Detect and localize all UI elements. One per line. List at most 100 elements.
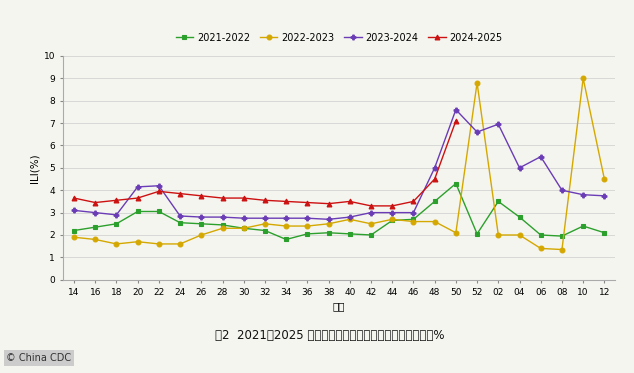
2021-2022	[389, 218, 396, 223]
2021-2022	[452, 181, 460, 186]
2022-2023	[495, 233, 502, 237]
2022-2023	[515, 233, 523, 237]
2022-2023	[304, 224, 311, 228]
2022-2023	[325, 222, 332, 226]
2021-2022	[367, 233, 375, 237]
2022-2023	[176, 242, 184, 246]
2022-2023	[155, 242, 163, 246]
2021-2022	[219, 223, 226, 227]
2024-2025	[325, 201, 332, 206]
2023-2024	[198, 215, 205, 219]
2024-2025	[70, 196, 78, 200]
Y-axis label: ILI(%): ILI(%)	[29, 153, 39, 183]
2022-2023	[219, 226, 226, 231]
Line: 2021-2022: 2021-2022	[72, 181, 607, 242]
2023-2024	[537, 154, 545, 159]
2024-2025	[431, 177, 439, 181]
2022-2023	[431, 219, 439, 224]
2024-2025	[410, 199, 417, 204]
2023-2024	[389, 210, 396, 215]
X-axis label: 周次: 周次	[333, 301, 346, 311]
2023-2024	[600, 194, 608, 198]
2023-2024	[579, 192, 587, 197]
2023-2024	[431, 166, 439, 170]
2023-2024	[558, 188, 566, 192]
2023-2024	[495, 122, 502, 126]
Line: 2022-2023: 2022-2023	[72, 76, 607, 252]
2023-2024	[261, 216, 269, 220]
2024-2025	[113, 198, 120, 203]
2024-2025	[240, 196, 247, 200]
2021-2022	[240, 226, 247, 231]
2023-2024	[367, 210, 375, 215]
2021-2022	[473, 232, 481, 236]
2021-2022	[176, 220, 184, 225]
2021-2022	[91, 225, 99, 229]
Text: © China CDC: © China CDC	[6, 353, 72, 363]
2022-2023	[113, 242, 120, 246]
2022-2023	[134, 239, 141, 244]
2022-2023	[410, 219, 417, 224]
2022-2023	[261, 222, 269, 226]
2021-2022	[431, 199, 439, 204]
2021-2022	[410, 217, 417, 222]
2023-2024	[240, 216, 247, 220]
2022-2023	[198, 233, 205, 237]
2022-2023	[389, 217, 396, 222]
2023-2024	[282, 216, 290, 220]
2024-2025	[261, 198, 269, 203]
2024-2025	[304, 200, 311, 205]
2024-2025	[346, 199, 354, 204]
2024-2025	[452, 119, 460, 123]
2021-2022	[558, 234, 566, 238]
2023-2024	[91, 210, 99, 215]
2021-2022	[113, 222, 120, 226]
2023-2024	[134, 185, 141, 189]
Line: 2024-2025: 2024-2025	[72, 118, 458, 209]
2023-2024	[410, 210, 417, 215]
2021-2022	[155, 209, 163, 214]
2024-2025	[389, 204, 396, 208]
2023-2024	[325, 217, 332, 222]
2024-2025	[91, 200, 99, 205]
2021-2022	[134, 209, 141, 214]
2021-2022	[515, 215, 523, 219]
2023-2024	[176, 214, 184, 218]
Line: 2023-2024: 2023-2024	[72, 107, 607, 222]
2021-2022	[70, 228, 78, 233]
2023-2024	[515, 166, 523, 170]
2023-2024	[155, 184, 163, 188]
2021-2022	[600, 231, 608, 235]
2023-2024	[473, 130, 481, 134]
2023-2024	[219, 215, 226, 219]
2023-2024	[113, 213, 120, 217]
2021-2022	[495, 199, 502, 204]
2022-2023	[346, 217, 354, 222]
2023-2024	[70, 208, 78, 213]
2021-2022	[579, 224, 587, 228]
Text: 图2  2021－2025 年度北方省份哨点医院报告的流感样病例%: 图2 2021－2025 年度北方省份哨点医院报告的流感样病例%	[215, 329, 444, 342]
2022-2023	[70, 235, 78, 239]
2024-2025	[176, 191, 184, 196]
2021-2022	[304, 232, 311, 236]
2022-2023	[537, 246, 545, 251]
2024-2025	[367, 204, 375, 208]
Legend: 2021-2022, 2022-2023, 2023-2024, 2024-2025: 2021-2022, 2022-2023, 2023-2024, 2024-20…	[172, 29, 507, 47]
2021-2022	[198, 222, 205, 226]
2022-2023	[579, 76, 587, 81]
2023-2024	[346, 215, 354, 219]
2024-2025	[282, 199, 290, 204]
2022-2023	[282, 224, 290, 228]
2021-2022	[346, 232, 354, 236]
2022-2023	[240, 226, 247, 231]
2024-2025	[155, 189, 163, 194]
2022-2023	[452, 231, 460, 235]
2024-2025	[134, 196, 141, 200]
2021-2022	[537, 233, 545, 237]
2021-2022	[282, 237, 290, 242]
2022-2023	[91, 237, 99, 242]
2021-2022	[261, 228, 269, 233]
2022-2023	[600, 177, 608, 181]
2022-2023	[367, 222, 375, 226]
2024-2025	[198, 194, 205, 198]
